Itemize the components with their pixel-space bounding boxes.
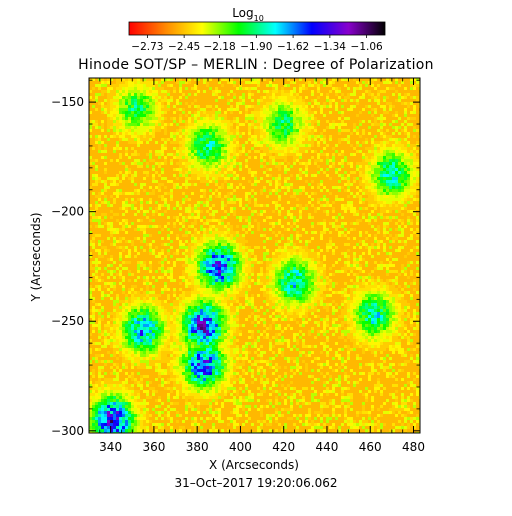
colorbar-tick-label: −1.62 — [277, 41, 309, 53]
observation-timestamp: 31–Oct–2017 19:20:06.062 — [175, 476, 338, 490]
x-tick-label: 360 — [142, 440, 165, 454]
colorbar: Log10 −2.73 −2.45 −2.18 −1.90 −1.62 −1.34 −1.0… — [128, 6, 386, 53]
y-tick-label: −150 — [51, 95, 84, 109]
x-tick-label: 420 — [272, 440, 295, 454]
heatmap-cell-group — [89, 96, 410, 433]
heatmap-cell-group — [89, 78, 420, 433]
heatmap-cell-group — [89, 78, 420, 433]
x-tick-label: 340 — [99, 440, 122, 454]
colorbar-tick-label: −1.34 — [314, 41, 346, 53]
heatmap-cell-group — [89, 78, 420, 433]
colorbar-tick-label: −1.90 — [240, 41, 272, 53]
colorbar-tick-label: −2.73 — [131, 41, 163, 53]
colorbar-gradient — [128, 21, 386, 36]
heatmap-image — [89, 78, 420, 433]
heatmap-cell-group — [110, 420, 113, 423]
heatmap-cell-group — [89, 78, 420, 433]
heatmap-cell-group — [89, 78, 420, 433]
heatmap-cell-group — [203, 321, 206, 327]
y-tick-label: −250 — [51, 314, 84, 328]
y-tick-label: −200 — [51, 205, 84, 219]
heatmap-cell-group — [200, 327, 203, 330]
y-axis: −150 −200 −250 −300 — [51, 79, 420, 438]
plot-area — [88, 77, 421, 434]
colorbar-tick-label: −2.45 — [168, 41, 200, 53]
x-axis-label: X (Arcseconds) — [209, 458, 299, 472]
chart-title: Hinode SOT/SP – MERLIN : Degree of Polar… — [78, 57, 434, 73]
colorbar-tick-label: −1.06 — [351, 41, 383, 53]
heatmap-cell-group — [197, 324, 206, 333]
heatmap-cell-group — [89, 78, 420, 433]
x-tick-label: 440 — [316, 440, 339, 454]
x-tick-label: 400 — [229, 440, 252, 454]
colorbar-tick-label: −2.18 — [203, 41, 235, 53]
x-tick-label: 380 — [186, 440, 209, 454]
y-axis-label: Y (Arcseconds) — [29, 212, 43, 302]
x-tick-label: 460 — [359, 440, 382, 454]
x-axis: 340 360 380 400 420 440 460 480 — [88, 78, 425, 454]
colorbar-label: Log10 — [232, 6, 264, 23]
colorbar-ticks: −2.73 −2.45 −2.18 −1.90 −1.62 −1.34 −1.06 — [131, 35, 383, 53]
y-tick-label: −300 — [51, 424, 84, 438]
x-tick-label: 480 — [402, 440, 425, 454]
